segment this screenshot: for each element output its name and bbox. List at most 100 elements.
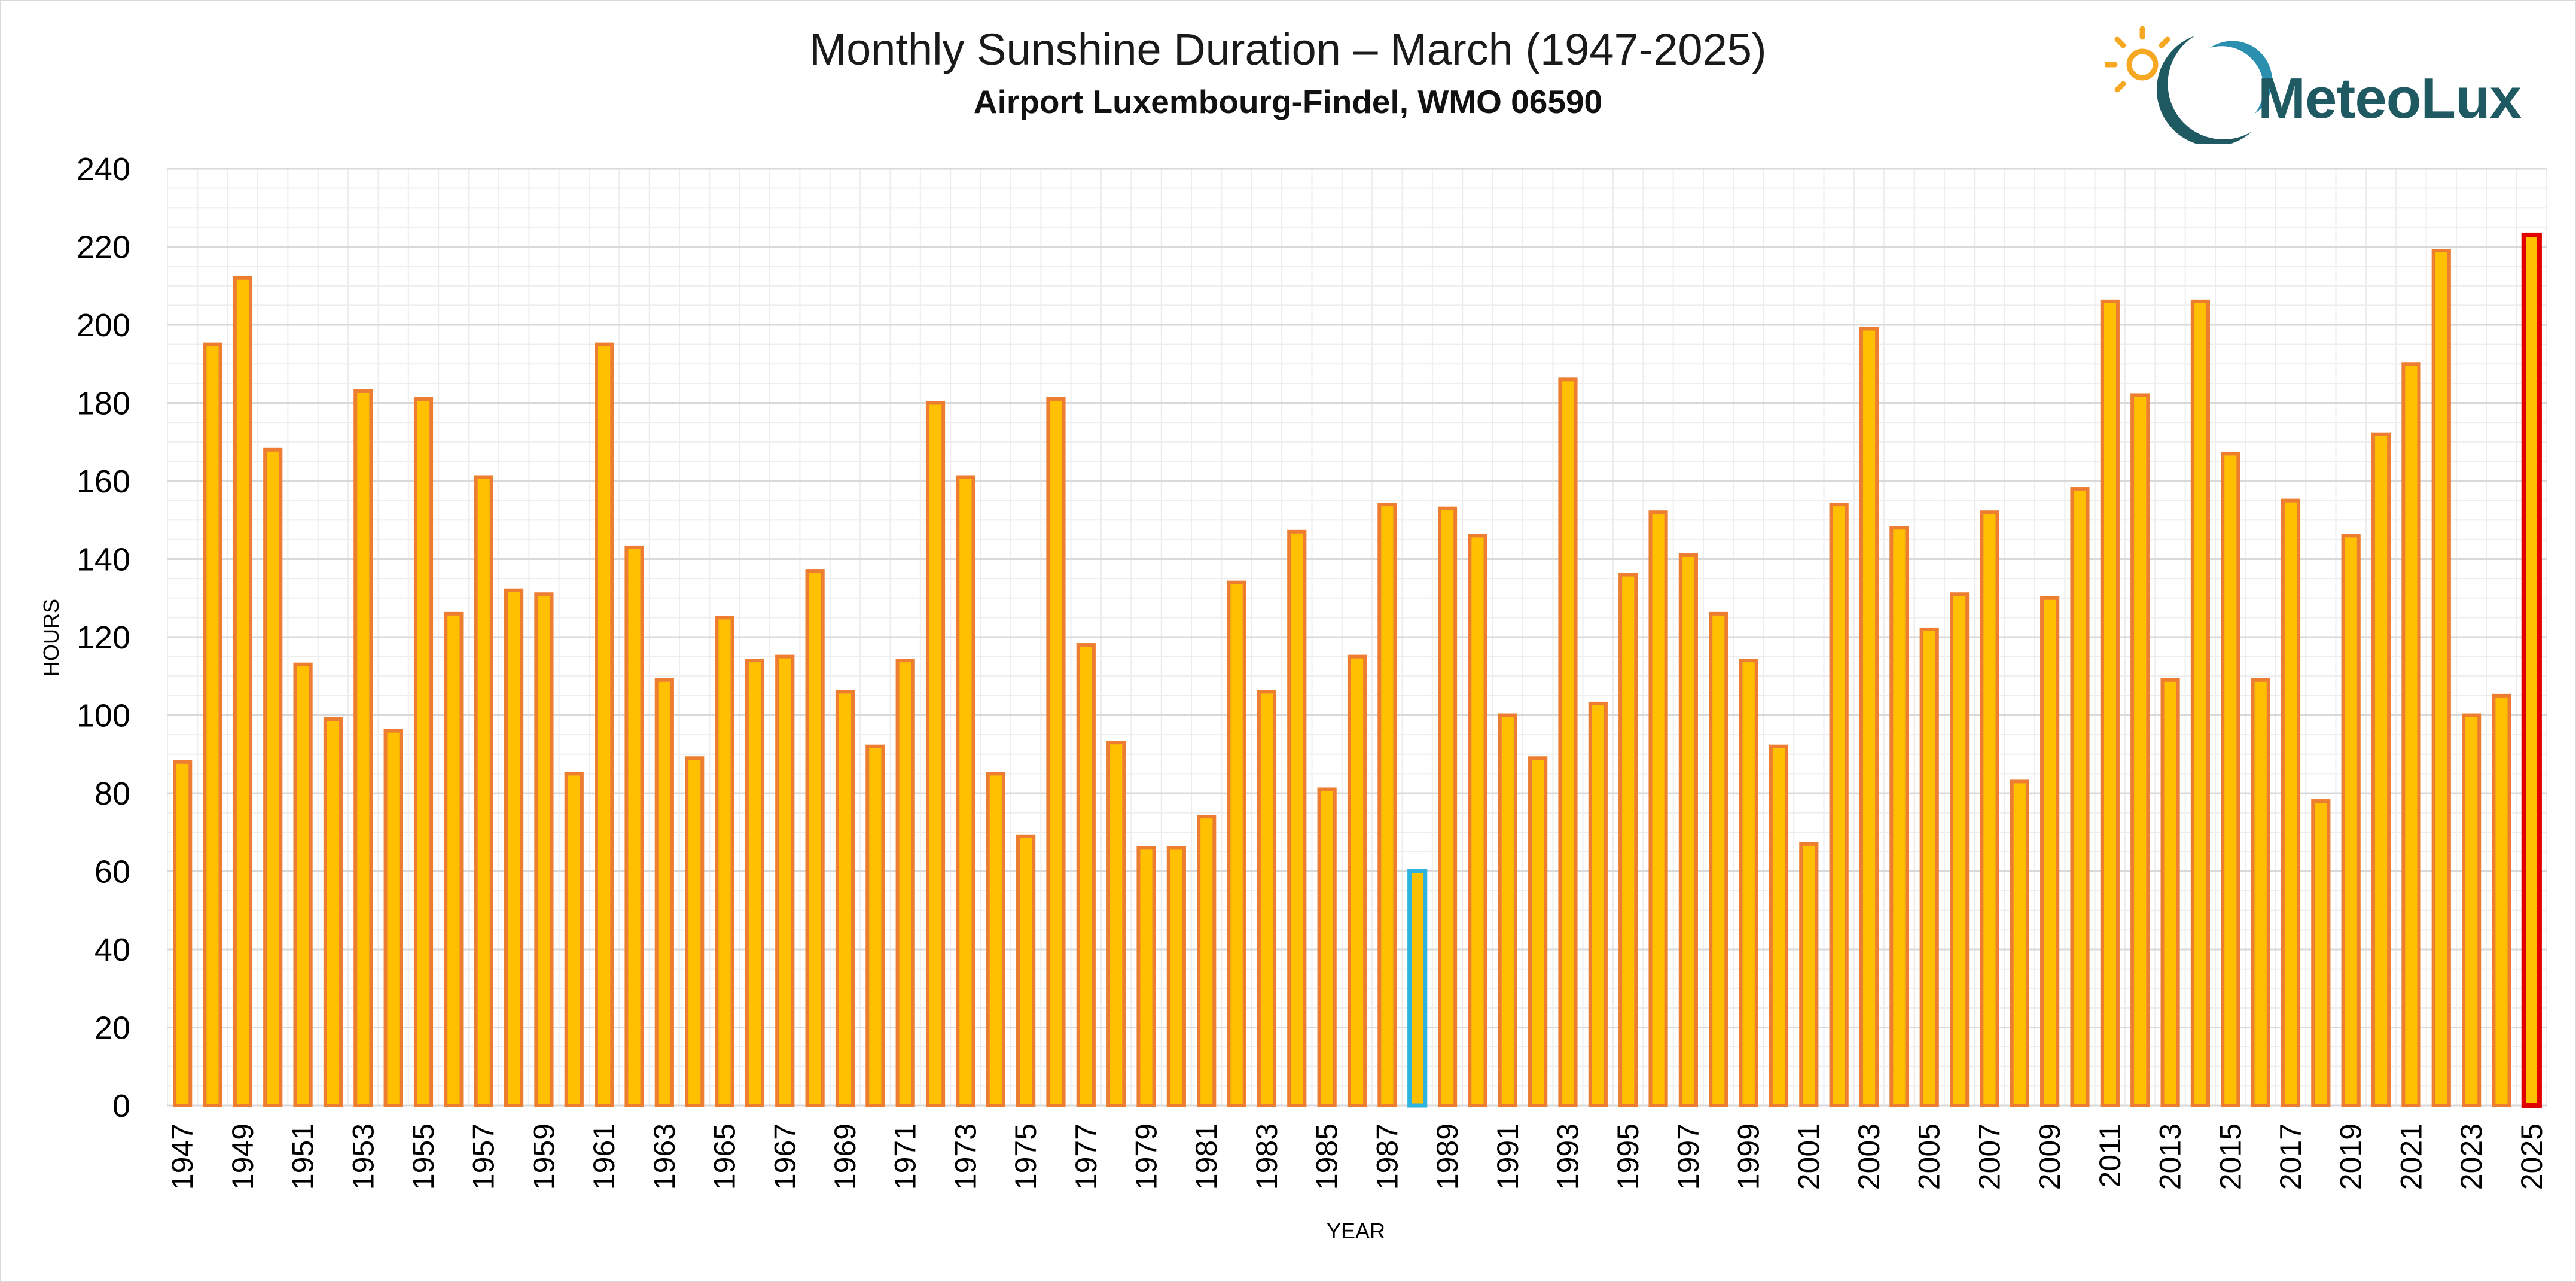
meteolux-logo	[2105, 26, 2273, 144]
bar-1956	[444, 611, 464, 1107]
y-tick-label: 120	[77, 620, 130, 656]
bar-1998	[1709, 611, 1728, 1107]
x-tick-label: 2009	[2033, 1123, 2066, 1190]
y-tick-label: 180	[77, 386, 130, 422]
chart-title: Monthly Sunshine Duration – March (1947-…	[809, 25, 1767, 74]
bar-1969	[835, 690, 855, 1107]
y-tick-label: 140	[77, 542, 130, 578]
bar-1980	[1166, 846, 1186, 1107]
bar-1985	[1317, 787, 1337, 1107]
bar-1994	[1588, 701, 1608, 1108]
bar-1953	[353, 389, 373, 1107]
chart-subtitle: Airport Luxembourg-Findel, WMO 06590	[973, 83, 1603, 120]
bar-1988	[1407, 869, 1428, 1108]
y-tick-label: 40	[94, 932, 130, 968]
y-tick-label: 60	[94, 854, 130, 890]
bar-1997	[1678, 553, 1698, 1107]
x-tick-label: 2019	[2334, 1123, 2368, 1190]
x-axis-label: YEAR	[1327, 1219, 1385, 1243]
bar-1989	[1437, 506, 1458, 1107]
bar-1963	[654, 678, 674, 1107]
bar-2018	[2311, 799, 2331, 1108]
bar-2014	[2190, 299, 2211, 1108]
x-tick-label: 2015	[2214, 1123, 2247, 1190]
bar-1959	[534, 592, 554, 1107]
y-tick-labels: 0 20 40 60 80 100 120 140 160 180 200 220 240	[77, 151, 130, 1124]
x-tick-label: 1977	[1069, 1123, 1103, 1190]
x-tick-label: 1983	[1250, 1123, 1284, 1190]
bars	[173, 232, 2542, 1108]
bar-1978	[1106, 741, 1126, 1108]
bar-1999	[1739, 659, 1758, 1107]
x-tick-label: 2003	[1852, 1123, 1886, 1190]
x-tick-label: 1961	[587, 1123, 621, 1190]
bar-2006	[1949, 592, 1970, 1107]
bar-2021	[2401, 362, 2421, 1107]
bar-1952	[323, 717, 343, 1107]
bar-2024	[2492, 693, 2511, 1107]
x-tick-label: 1947	[166, 1123, 199, 1190]
x-tick-label: 1987	[1370, 1123, 1404, 1190]
x-tick-label: 1967	[768, 1123, 801, 1190]
bar-1955	[413, 397, 434, 1107]
bar-1948	[203, 342, 222, 1107]
bar-1958	[504, 588, 524, 1107]
bar-1973	[956, 475, 975, 1107]
bar-1981	[1197, 815, 1217, 1108]
x-tick-label: 2011	[2093, 1123, 2127, 1188]
y-tick-label: 200	[77, 307, 130, 343]
bar-2005	[1919, 627, 1939, 1107]
bar-2003	[1859, 327, 1879, 1107]
bar-2015	[2221, 452, 2240, 1108]
x-tick-label: 1995	[1611, 1123, 1645, 1190]
bar-2022	[2431, 249, 2451, 1107]
bar-2025	[2521, 232, 2542, 1108]
bar-2011	[2100, 299, 2120, 1108]
bar-2000	[1769, 744, 1789, 1107]
bar-2013	[2160, 678, 2180, 1107]
bar-1972	[925, 401, 946, 1107]
bar-1986	[1347, 654, 1367, 1107]
x-tick-label: 1971	[889, 1123, 922, 1190]
bar-1971	[895, 659, 915, 1107]
bar-1962	[624, 545, 644, 1107]
bar-2019	[2341, 534, 2361, 1107]
bar-2017	[2281, 498, 2301, 1107]
bar-1995	[1618, 573, 1638, 1107]
bar-1976	[1046, 397, 1066, 1107]
bar-1984	[1287, 529, 1307, 1107]
bar-1975	[1016, 834, 1036, 1108]
bar-1983	[1257, 690, 1277, 1107]
x-tick-label: 2001	[1792, 1123, 1825, 1190]
bar-1965	[715, 616, 734, 1107]
bar-1967	[775, 654, 795, 1107]
x-tick-label: 1949	[226, 1123, 260, 1190]
x-tick-label: 1991	[1491, 1123, 1525, 1190]
y-tick-label: 0	[112, 1088, 130, 1124]
x-tick-label: 1999	[1732, 1123, 1766, 1190]
x-tick-label: 1951	[286, 1123, 320, 1190]
x-tick-label: 1969	[828, 1123, 862, 1190]
x-tick-label: 1985	[1310, 1123, 1344, 1190]
y-tick-label: 20	[94, 1010, 130, 1046]
bar-1982	[1227, 580, 1246, 1107]
x-tick-label: 2023	[2455, 1123, 2488, 1190]
x-tick-label: 2007	[1973, 1123, 2006, 1190]
bar-1954	[383, 729, 403, 1107]
x-tick-label: 1975	[1009, 1123, 1042, 1190]
bar-1966	[745, 659, 765, 1107]
y-tick-label: 220	[77, 230, 130, 266]
bar-1996	[1648, 510, 1668, 1107]
y-tick-label: 100	[77, 698, 130, 734]
bar-1990	[1468, 534, 1487, 1107]
x-tick-label: 1997	[1672, 1123, 1705, 1190]
bar-1977	[1076, 643, 1096, 1108]
y-tick-label: 240	[77, 151, 130, 187]
bar-1993	[1558, 377, 1578, 1107]
x-tick-label: 1981	[1190, 1123, 1223, 1190]
x-tick-label: 1959	[527, 1123, 560, 1190]
x-tick-label: 1993	[1551, 1123, 1584, 1190]
bar-1970	[865, 744, 885, 1107]
sun-icon	[2105, 26, 2170, 93]
